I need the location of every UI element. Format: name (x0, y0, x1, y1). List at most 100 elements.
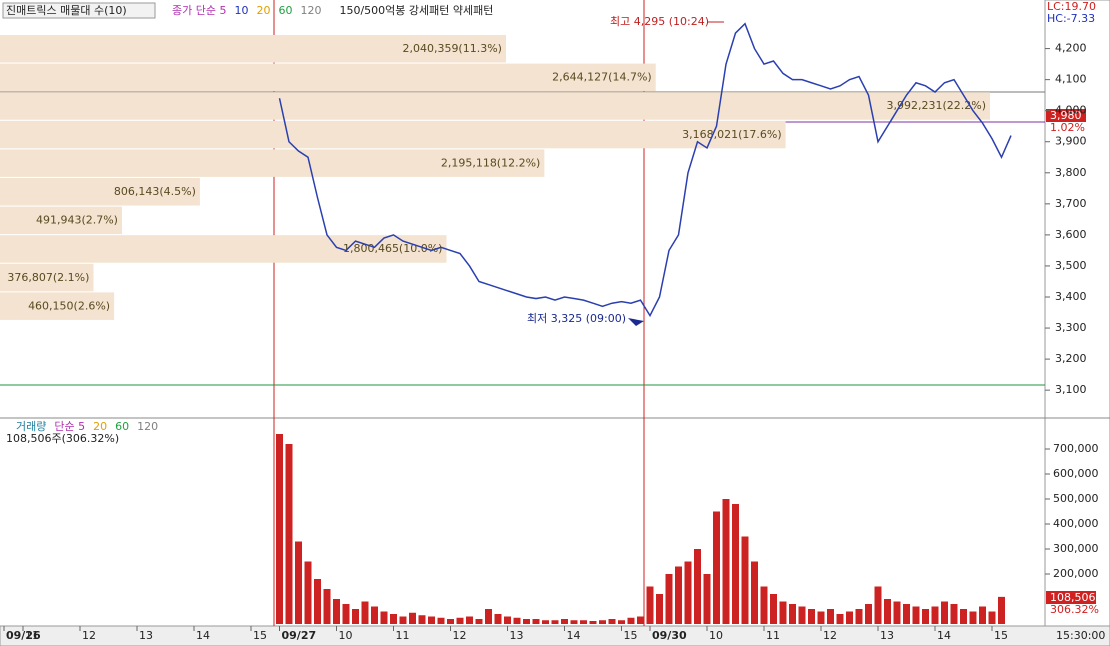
volume-bar (352, 609, 359, 624)
volume-bar (846, 611, 853, 624)
x-tick-label: 15 (994, 629, 1008, 642)
volume-bar (285, 444, 293, 624)
x-tick-label: 13 (139, 629, 153, 642)
volume-box (1046, 591, 1096, 604)
volume-bar (941, 601, 948, 624)
y-tick-label: 3,100 (1055, 383, 1087, 396)
volume-bar (447, 619, 454, 624)
x-tick-label: 14 (567, 629, 581, 642)
volume-bar (703, 574, 711, 624)
volume-bar (684, 561, 692, 624)
volume-bar (675, 566, 682, 624)
volume-bar (808, 609, 815, 624)
volume-bar (950, 604, 958, 624)
volume-bar (409, 612, 416, 624)
volume-bar (874, 586, 882, 624)
y-tick-label: 3,300 (1055, 321, 1087, 334)
hc-label: HC:-7.33 (1047, 12, 1095, 25)
legend: 종가 단순 5 10 20 60 120 150/500억봉 강세패턴 약세패턴 (172, 3, 493, 17)
x-tick-label: 09/30 (652, 629, 687, 642)
profile-label: 491,943(2.7%) (36, 214, 118, 227)
profile-bar (0, 35, 506, 63)
y-tick-label: 3,600 (1055, 228, 1087, 241)
volume-bar (827, 609, 834, 624)
y-tick-label: 4,100 (1055, 73, 1087, 86)
volume-bar (855, 609, 863, 624)
volume-bar (884, 599, 891, 624)
profile-label: 806,143(4.5%) (114, 185, 196, 198)
legend-item: 60 (115, 420, 129, 433)
x-tick-label: 11 (396, 629, 410, 642)
y-tick-label: 4,000 (1055, 104, 1087, 117)
volume-bar (656, 594, 663, 624)
volume-bar (779, 601, 787, 624)
volume-legend: 거래량 단순 5 20 60 120 (16, 420, 158, 433)
volume-bar (789, 604, 796, 624)
volume-bar (542, 620, 549, 624)
volume-bar (646, 586, 654, 624)
volume-bar (998, 596, 1005, 624)
volume-bar (893, 601, 901, 624)
volume-bar (523, 619, 530, 624)
y-tick-label: 3,400 (1055, 290, 1087, 303)
y-tick-label: 200,000 (1053, 567, 1099, 580)
low-arrow (628, 318, 644, 326)
y-tick-label: 300,000 (1053, 542, 1099, 555)
y-tick-label: 400,000 (1053, 517, 1099, 530)
chart-title: 진매트릭스 매물대 수(10) (6, 4, 127, 17)
profile-bar (0, 235, 447, 263)
x-tick-label: 11 (766, 629, 780, 642)
volume-bar (903, 604, 910, 624)
volume-bar (589, 621, 597, 624)
legend-item: 20 (256, 4, 270, 17)
x-tick-label: 10 (339, 629, 353, 642)
volume-bar (732, 504, 739, 624)
profile-bar (0, 206, 122, 235)
volume-bar (665, 574, 673, 624)
volume-bar (722, 499, 730, 624)
volume-bar (713, 511, 720, 624)
volume-bar (969, 611, 977, 624)
profile-label: 3,168,021(17.6%) (682, 128, 782, 141)
volume-bar (494, 614, 502, 624)
volume-bar (694, 549, 701, 624)
volume-subtitle: 108,506주(306.32%) (6, 432, 119, 445)
volume-bar (551, 620, 559, 624)
x-axis-strip (0, 625, 1110, 646)
volume-bar (428, 616, 435, 624)
profile-bar (0, 178, 200, 206)
price-line (278, 22, 1012, 318)
profile-bar (0, 63, 656, 92)
volume-bar (751, 561, 758, 624)
volume-bar (979, 606, 986, 624)
y-tick-label: 3,500 (1055, 259, 1087, 272)
profile-bar (0, 149, 545, 177)
pattern-legend: 150/500억봉 강세패턴 약세패턴 (339, 3, 493, 17)
lc-label: LC:19.70 (1047, 0, 1096, 13)
x-tick-label: 15 (624, 629, 638, 642)
volume-bar (437, 617, 445, 624)
volume-bar (361, 601, 369, 624)
volume-bar (618, 620, 625, 624)
x-tick-label: 12 (453, 629, 467, 642)
volume-bar (513, 617, 521, 624)
y-tick-label: 700,000 (1053, 442, 1099, 455)
volume-bar (599, 620, 606, 624)
profile-label: 2,040,359(11.3%) (402, 42, 502, 55)
profile-bar (0, 263, 94, 292)
x-tick-label: 09/27 (282, 629, 317, 642)
volume-bar (931, 606, 939, 624)
current-price: 3,980 (1050, 109, 1082, 122)
profile-label: 2,195,118(12.2%) (441, 156, 541, 169)
time-label: 15:30:00 (1056, 629, 1105, 642)
y-tick-label: 600,000 (1053, 467, 1099, 480)
x-tick-label: 12 (823, 629, 837, 642)
volume-bar (580, 620, 587, 624)
volume-bar (466, 616, 473, 624)
plot (276, 22, 1012, 624)
volume-bar (390, 614, 397, 624)
legend-item: 120 (300, 4, 321, 17)
volume-bar (760, 586, 768, 624)
x-tick-label: 12 (82, 629, 96, 642)
volume-bar (485, 609, 492, 624)
